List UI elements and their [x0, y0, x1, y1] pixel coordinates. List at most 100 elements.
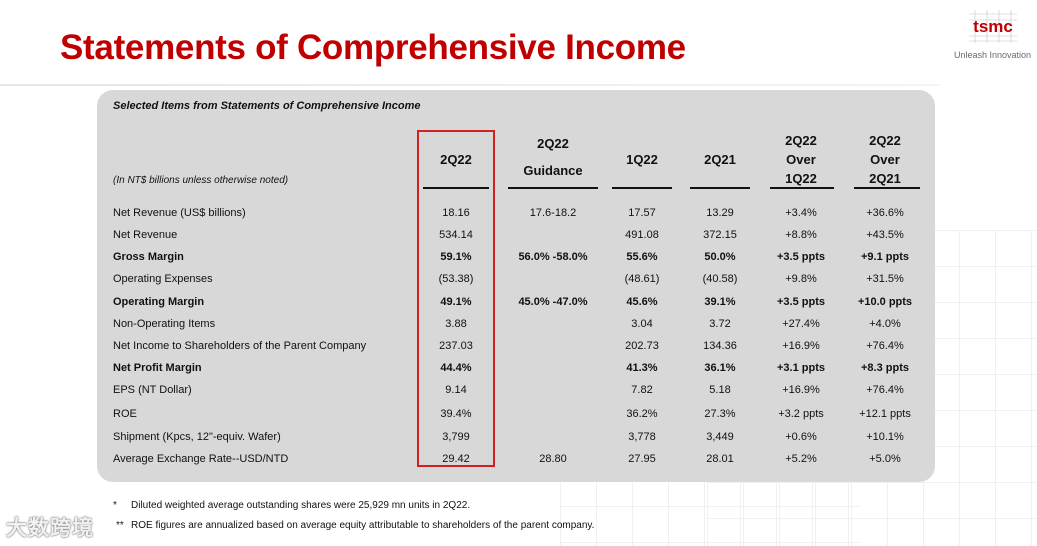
cell-2q22: 39.4%	[440, 408, 472, 420]
cell-over-1q22: +3.2 ppts	[778, 408, 824, 420]
cell-over-2q21: +31.5%	[866, 273, 904, 285]
cell-1q22: 3,778	[628, 431, 656, 443]
header-over-1q22-line3: 1Q22	[785, 171, 817, 186]
cell-1q22: 491.08	[625, 229, 659, 241]
cell-guidance: 56.0% -58.0%	[518, 251, 588, 263]
cell-guidance: 45.0% -47.0%	[518, 296, 588, 308]
cell-2q22: 3.88	[445, 318, 467, 330]
svg-text:tsmc: tsmc	[973, 17, 1013, 36]
header-underline	[423, 187, 489, 189]
cell-1q22: 202.73	[625, 340, 659, 352]
cell-2q21: 28.01	[706, 453, 734, 465]
header-over-1q22-line2: Over	[786, 152, 816, 167]
cell-guidance: 28.80	[539, 453, 567, 465]
row-label: ROE	[113, 408, 137, 420]
row-label: Operating Expenses	[113, 273, 213, 285]
header-over-2q21-line3: 2Q21	[869, 171, 901, 186]
background-grid-bottom	[560, 470, 860, 546]
header-underline	[690, 187, 750, 189]
row-label: Operating Margin	[113, 296, 205, 308]
header-2q21: 2Q21	[704, 152, 736, 167]
cell-2q21: 134.36	[703, 340, 737, 352]
cell-2q21: 27.3%	[704, 408, 736, 420]
row-label: Net Revenue	[113, 229, 178, 241]
cell-2q21: 372.15	[703, 229, 737, 241]
header-over-2q21-line2: Over	[870, 152, 900, 167]
cell-2q22: 49.1%	[440, 296, 472, 308]
footnote-2-marker: **	[116, 520, 124, 531]
header-underline	[508, 187, 598, 189]
cell-over-1q22: +3.5 ppts	[777, 251, 825, 263]
header-underline	[770, 187, 834, 189]
row-label: Net Revenue (US$ billions)	[113, 207, 246, 219]
2q22-highlight-box	[417, 130, 495, 467]
cell-over-2q21: +9.1 ppts	[861, 251, 909, 263]
header-underline	[612, 187, 672, 189]
cell-1q22: 36.2%	[626, 408, 658, 420]
header-over-1q22-line1: 2Q22	[785, 133, 817, 148]
cell-2q21: 36.1%	[704, 362, 736, 374]
row-label: Non-Operating Items	[113, 318, 216, 330]
cell-2q22: 59.1%	[440, 251, 472, 263]
tsmc-logo: tsmc	[969, 10, 1017, 43]
cell-over-2q21: +8.3 ppts	[861, 362, 909, 374]
cell-over-2q21: +76.4%	[866, 340, 904, 352]
cell-over-2q21: +10.1%	[866, 431, 904, 443]
cell-over-1q22: +16.9%	[782, 384, 820, 396]
header-1q22: 1Q22	[626, 152, 658, 167]
cell-2q21: 39.1%	[704, 296, 736, 308]
cell-over-2q21: +12.1 ppts	[859, 408, 911, 420]
cell-over-1q22: +5.2%	[785, 453, 817, 465]
cell-2q21: 3.72	[709, 318, 731, 330]
cell-2q21: (40.58)	[702, 273, 738, 285]
cell-over-1q22: +3.5 ppts	[777, 296, 825, 308]
cell-guidance: 17.6-18.2	[529, 207, 577, 219]
cell-2q22: 18.16	[442, 207, 470, 219]
cell-1q22: 55.6%	[626, 251, 658, 263]
cell-1q22: 27.95	[628, 453, 656, 465]
header-guidance-line2: Guidance	[523, 163, 583, 178]
row-label: Shipment (Kpcs, 12"-equiv. Wafer)	[113, 431, 281, 443]
cell-2q22: 534.14	[439, 229, 473, 241]
cell-1q22: (48.61)	[624, 273, 660, 285]
cell-over-2q21: +43.5%	[866, 229, 904, 241]
watermark: 大数跨境	[6, 517, 94, 540]
row-label: EPS (NT Dollar)	[113, 384, 192, 396]
cell-2q21: 13.29	[706, 207, 734, 219]
header-underline	[854, 187, 920, 189]
cell-over-2q21: +5.0%	[869, 453, 901, 465]
row-label: Average Exchange Rate--USD/NTD	[113, 453, 289, 465]
footnote-2: ROE figures are annualized based on aver…	[131, 520, 595, 531]
cell-2q22: 3,799	[442, 431, 470, 443]
header-2q22: 2Q22	[440, 152, 472, 167]
cell-2q21: 5.18	[709, 384, 731, 396]
cell-1q22: 17.57	[628, 207, 656, 219]
row-label: Net Profit Margin	[113, 362, 202, 374]
cell-over-2q21: +36.6%	[866, 207, 904, 219]
cell-over-1q22: +3.1 ppts	[777, 362, 825, 374]
cell-over-1q22: +27.4%	[782, 318, 820, 330]
cell-over-2q21: +4.0%	[869, 318, 901, 330]
cell-over-1q22: +0.6%	[785, 431, 817, 443]
cell-1q22: 45.6%	[626, 296, 658, 308]
cell-2q21: 3,449	[706, 431, 734, 443]
cell-2q22: 29.42	[442, 453, 470, 465]
tagline: Unleash Innovation	[953, 50, 1031, 60]
units-note: (In NT$ billions unless otherwise noted)	[113, 175, 289, 186]
footnote-1-marker: *	[113, 500, 117, 511]
cell-1q22: 3.04	[631, 318, 653, 330]
panel-title: Selected Items from Statements of Compre…	[113, 100, 421, 112]
cell-2q22: 237.03	[439, 340, 473, 352]
row-label: Net Income to Shareholders of the Parent…	[113, 340, 367, 352]
cell-1q22: 41.3%	[626, 362, 658, 374]
row-label: Gross Margin	[113, 251, 184, 263]
table-panel	[97, 90, 935, 482]
cell-2q22: (53.38)	[438, 273, 474, 285]
cell-over-1q22: +8.8%	[785, 229, 817, 241]
footnote-1: Diluted weighted average outstanding sha…	[131, 500, 471, 511]
header-guidance-line1: 2Q22	[537, 136, 569, 151]
cell-over-1q22: +16.9%	[782, 340, 820, 352]
header-over-2q21-line1: 2Q22	[869, 133, 901, 148]
title-divider	[0, 84, 940, 86]
cell-2q22: 44.4%	[440, 362, 472, 374]
